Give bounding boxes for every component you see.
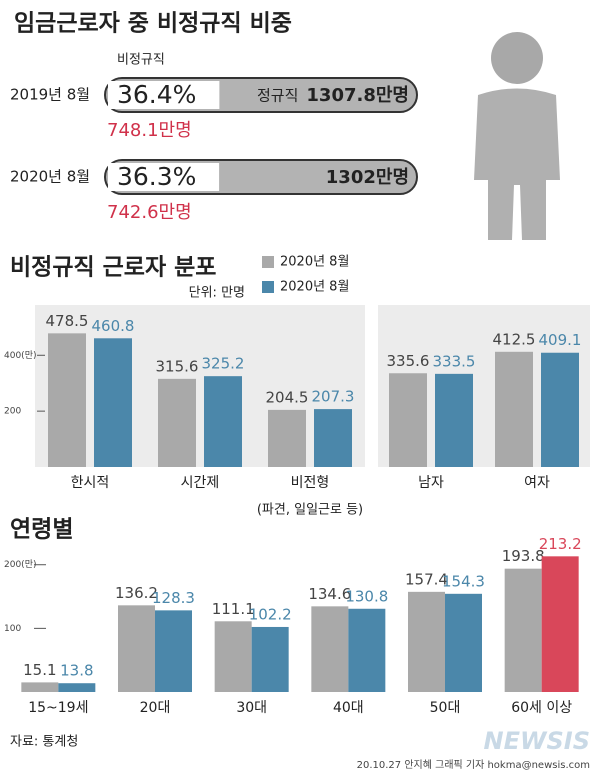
bar (48, 333, 86, 467)
note: (파견, 일일근로 등) (257, 503, 363, 518)
value-label: 213.2 (539, 535, 582, 553)
value-label: 478.5 (46, 312, 89, 330)
value-label: 136.2 (115, 584, 158, 602)
bar (504, 568, 542, 692)
x-tick-label: 60세 이상 (511, 700, 572, 716)
person-icon (474, 32, 560, 240)
x-tick-label: 한시적 (71, 475, 110, 491)
series-label: 비정규직 (117, 53, 165, 68)
source: 자료: 통계청 (10, 735, 78, 750)
value-label: 157.4 (405, 570, 448, 588)
x-tick-label: 남자 (418, 475, 444, 491)
value-label: 154.3 (442, 572, 485, 590)
value-label: 207.3 (312, 388, 355, 406)
bar (118, 605, 155, 692)
share-bar (108, 163, 220, 191)
bar (204, 376, 242, 467)
section-title: 비정규직 근로자 분포 (10, 255, 216, 281)
value-label: 204.5 (266, 388, 309, 406)
value-label: 111.1 (212, 600, 255, 618)
bar (541, 352, 579, 467)
value-label: 13.8 (60, 662, 93, 680)
credit: 20.10.27 안지혜 그래픽 기자 hokma@newsis.com (357, 759, 590, 771)
value-label: 335.6 (387, 352, 430, 370)
unit: 단위: 만명 (189, 286, 245, 301)
count-label: 742.6만명 (107, 202, 192, 223)
value-label: 102.2 (249, 605, 292, 623)
bar (408, 591, 445, 692)
x-tick-label: 여자 (524, 475, 550, 491)
bar (389, 373, 427, 467)
legend-label: 2020년 8월 (280, 255, 349, 270)
value-label: 325.2 (202, 355, 245, 373)
bar (495, 351, 533, 467)
value-label: 460.8 (92, 317, 135, 335)
value-label: 412.5 (493, 330, 536, 348)
title: 임금근로자 중 비정규직 비중 (14, 11, 292, 37)
x-tick-label: 15~19세 (28, 700, 88, 716)
row-label: 2020년 8월 (10, 168, 90, 186)
x-tick-label: 비전형 (291, 475, 330, 491)
bar (314, 409, 352, 467)
bar (445, 593, 482, 692)
bar (94, 338, 132, 467)
x-tick-label: 30대 (236, 700, 267, 716)
value-label: 15.1 (23, 661, 56, 679)
x-tick-label: 시간제 (181, 475, 220, 491)
bar (214, 621, 252, 692)
bar (311, 606, 349, 692)
value-label: 409.1 (539, 331, 582, 349)
row-label: 2019년 8월 (10, 86, 90, 104)
regular-title: 정규직 (257, 87, 298, 105)
y-tick-label: 100 (4, 624, 21, 634)
share-label: 36.4% (117, 80, 196, 109)
value-label: 333.5 (433, 352, 476, 370)
panel (35, 305, 365, 467)
section-title: 연령별 (10, 517, 73, 543)
x-tick-label: 40대 (333, 700, 364, 716)
x-tick-label: 20대 (140, 700, 171, 716)
bar (268, 409, 306, 467)
bar (158, 378, 196, 467)
bar (58, 683, 96, 692)
bar (541, 556, 579, 692)
legend-swatch (262, 256, 274, 268)
y-tick-label: 200(만) (4, 559, 36, 570)
count-label: 748.1만명 (107, 120, 192, 141)
bar (21, 682, 59, 692)
regular-label: 1307.8만명 (306, 85, 409, 106)
value-label: 315.6 (156, 357, 199, 375)
x-tick-label: 50대 (430, 700, 461, 716)
bar (435, 373, 473, 467)
y-tick-label: 200 (4, 407, 21, 417)
value-label: 128.3 (152, 589, 195, 607)
y-tick-label: 400(만) (4, 350, 36, 361)
bar (155, 610, 192, 692)
share-bar (108, 81, 220, 109)
value-label: 134.6 (308, 585, 351, 603)
value-label: 193.8 (502, 547, 545, 565)
bar (251, 626, 289, 692)
legend-swatch (262, 281, 274, 293)
bar (348, 608, 386, 692)
value-label: 130.8 (345, 587, 388, 605)
regular-label: 1302만명 (326, 167, 409, 188)
logo: NEWSIS (484, 727, 590, 755)
share-label: 36.3% (117, 162, 196, 191)
legend-label: 2020년 8월 (280, 280, 349, 295)
